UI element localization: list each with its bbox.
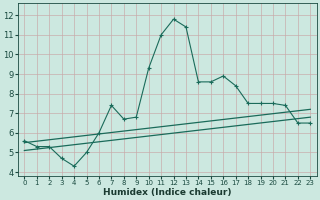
X-axis label: Humidex (Indice chaleur): Humidex (Indice chaleur) [103,188,232,197]
